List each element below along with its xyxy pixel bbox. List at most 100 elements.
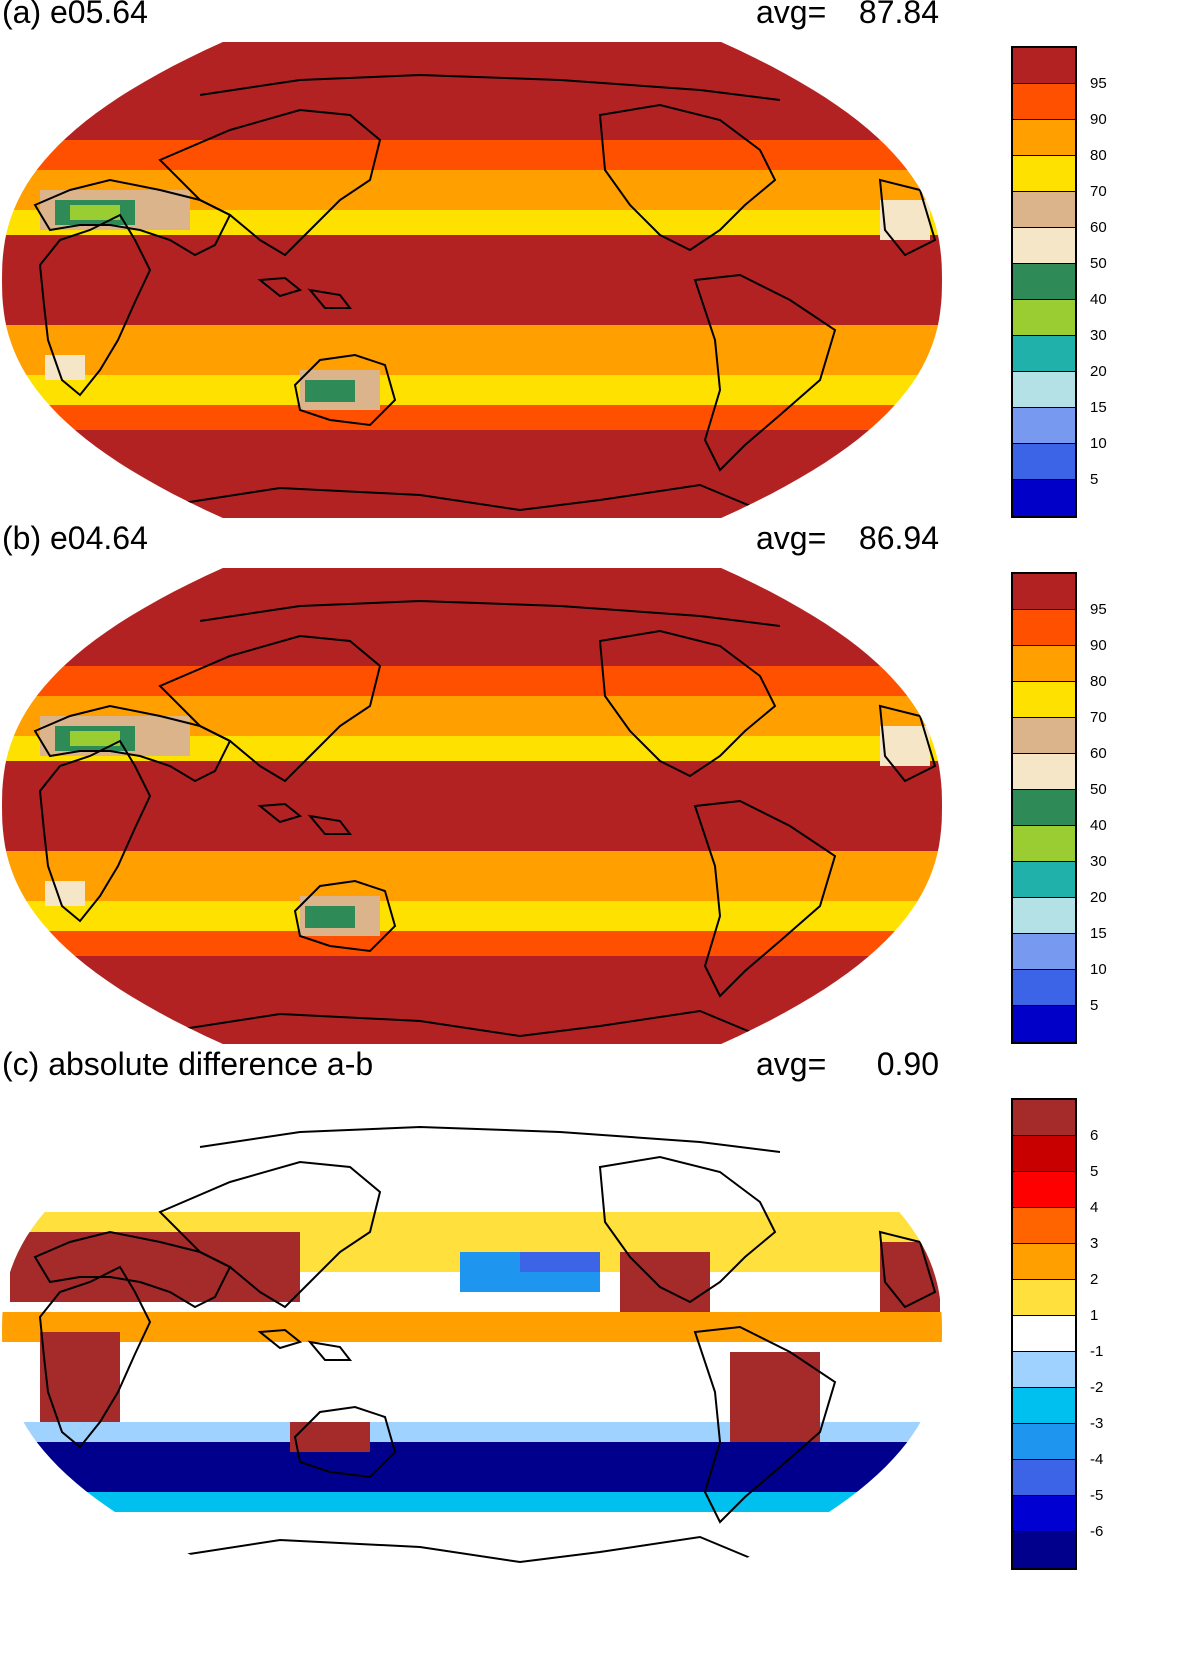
colorbar-swatch — [1013, 336, 1075, 372]
colorbar-swatch — [1013, 1100, 1075, 1136]
colorbar-swatch — [1013, 682, 1075, 718]
colorbar-tick-label: 10 — [1090, 961, 1107, 978]
colorbar-swatch — [1013, 1352, 1075, 1388]
coastline — [693, 799, 837, 998]
colorbar-swatch — [1013, 1316, 1075, 1352]
coastline — [598, 103, 777, 252]
coastline — [878, 1230, 937, 1309]
coastline — [293, 879, 397, 953]
field-band — [2, 666, 942, 696]
field-band — [2, 956, 942, 1044]
colorbar-swatch — [1013, 1244, 1075, 1280]
colorbar-swatch — [1013, 192, 1075, 228]
field-band — [2, 140, 942, 170]
colorbar-tick-label: 80 — [1090, 147, 1107, 164]
colorbar-swatch — [1013, 970, 1075, 1006]
coastline — [199, 73, 781, 101]
coastline — [199, 599, 781, 627]
colorbar-swatch — [1013, 1460, 1075, 1496]
coastline — [257, 802, 303, 824]
colorbar-tick-label: 20 — [1090, 889, 1107, 906]
colorbar-swatch — [1013, 934, 1075, 970]
field-patch — [305, 906, 355, 928]
coastline — [878, 704, 937, 783]
coastline — [257, 276, 303, 298]
field-patch — [45, 881, 85, 906]
field-patch — [720, 866, 780, 896]
global-map — [2, 1094, 942, 1570]
colorbar-tick-label: 30 — [1090, 327, 1107, 344]
colorbar-swatch — [1013, 1006, 1075, 1042]
avg-value: 87.84 — [858, 0, 939, 30]
field-band — [2, 430, 942, 518]
coastline — [158, 634, 382, 783]
coastlines — [33, 1125, 937, 1564]
colorbar-tick-label: 60 — [1090, 219, 1107, 236]
coastline — [307, 814, 353, 835]
field-band — [2, 901, 942, 931]
coastline — [33, 178, 232, 257]
coastline — [307, 1340, 353, 1361]
colorbar-swatch — [1013, 646, 1075, 682]
colorbar-swatch — [1013, 228, 1075, 264]
colorbar-swatch — [1013, 718, 1075, 754]
colorbar-tick-label: -4 — [1090, 1451, 1104, 1468]
colorbar-tick-label: -6 — [1090, 1523, 1104, 1540]
field-band — [2, 405, 942, 430]
field-band — [2, 375, 942, 405]
colorbar-swatch — [1013, 264, 1075, 300]
field-patch — [720, 340, 780, 370]
coastline — [693, 1325, 837, 1524]
colorbar-tick-label: 80 — [1090, 673, 1107, 690]
colorbar-tick-label: 3 — [1090, 1235, 1099, 1252]
colorbar-tick-label: 50 — [1090, 255, 1107, 272]
coastline — [158, 108, 382, 257]
colorbar-tick-label: 70 — [1090, 183, 1107, 200]
colorbar-tick-label: 60 — [1090, 745, 1107, 762]
colorbar-swatch — [1013, 156, 1075, 192]
colorbar-swatch — [1013, 826, 1075, 862]
colorbar-tick-label: 40 — [1090, 817, 1107, 834]
colorbar-swatch — [1013, 862, 1075, 898]
coastline — [307, 288, 353, 309]
coastline — [199, 1125, 781, 1153]
colorbar-swatch — [1013, 1136, 1075, 1172]
colorbar-swatch — [1013, 610, 1075, 646]
colorbar-tick-label: 95 — [1090, 601, 1107, 618]
colorbar-swatch — [1013, 300, 1075, 336]
colorbar-tick-label: -5 — [1090, 1487, 1104, 1504]
coastline — [33, 1230, 232, 1309]
map-field — [2, 42, 942, 518]
coastline — [693, 273, 837, 472]
colorbar-swatch — [1013, 790, 1075, 826]
colorbar-tick-label: 2 — [1090, 1271, 1099, 1288]
field-band — [2, 1512, 942, 1570]
colorbar-box — [1011, 46, 1077, 518]
colorbar-swatch — [1013, 444, 1075, 480]
colorbar-swatch — [1013, 84, 1075, 120]
colorbar-swatch — [1013, 48, 1075, 84]
field-band — [2, 931, 942, 956]
colorbar-swatch — [1013, 1208, 1075, 1244]
field-patch — [290, 1422, 370, 1452]
avg-label: avg= — [756, 0, 827, 30]
panel-title: (a) e05.64 — [2, 0, 148, 30]
coastline — [878, 178, 937, 257]
map-field — [2, 568, 942, 1044]
colorbar-tick-label: 30 — [1090, 853, 1107, 870]
colorbar-tick-label: -1 — [1090, 1343, 1104, 1360]
field-band — [2, 235, 942, 325]
colorbar-swatch — [1013, 372, 1075, 408]
panel-b: (b) e04.64 avg= 86.94 5 10 15 20 30 40 50 60 70 8… — [0, 520, 1183, 1056]
colorbar-tick-label: 15 — [1090, 925, 1107, 942]
panel-title: (b) e04.64 — [2, 520, 148, 556]
colorbar-tick-label: 50 — [1090, 781, 1107, 798]
colorbar-swatch — [1013, 754, 1075, 790]
colorbar-swatch — [1013, 574, 1075, 610]
panel-title: (c) absolute difference a-b — [2, 1046, 374, 1082]
colorbar-swatch — [1013, 1388, 1075, 1424]
colorbar-tick-label: 90 — [1090, 111, 1107, 128]
colorbar-tick-label: 1 — [1090, 1307, 1099, 1324]
colorbar-tick-label: 5 — [1090, 997, 1099, 1014]
colorbar-tick-label: 15 — [1090, 399, 1107, 416]
